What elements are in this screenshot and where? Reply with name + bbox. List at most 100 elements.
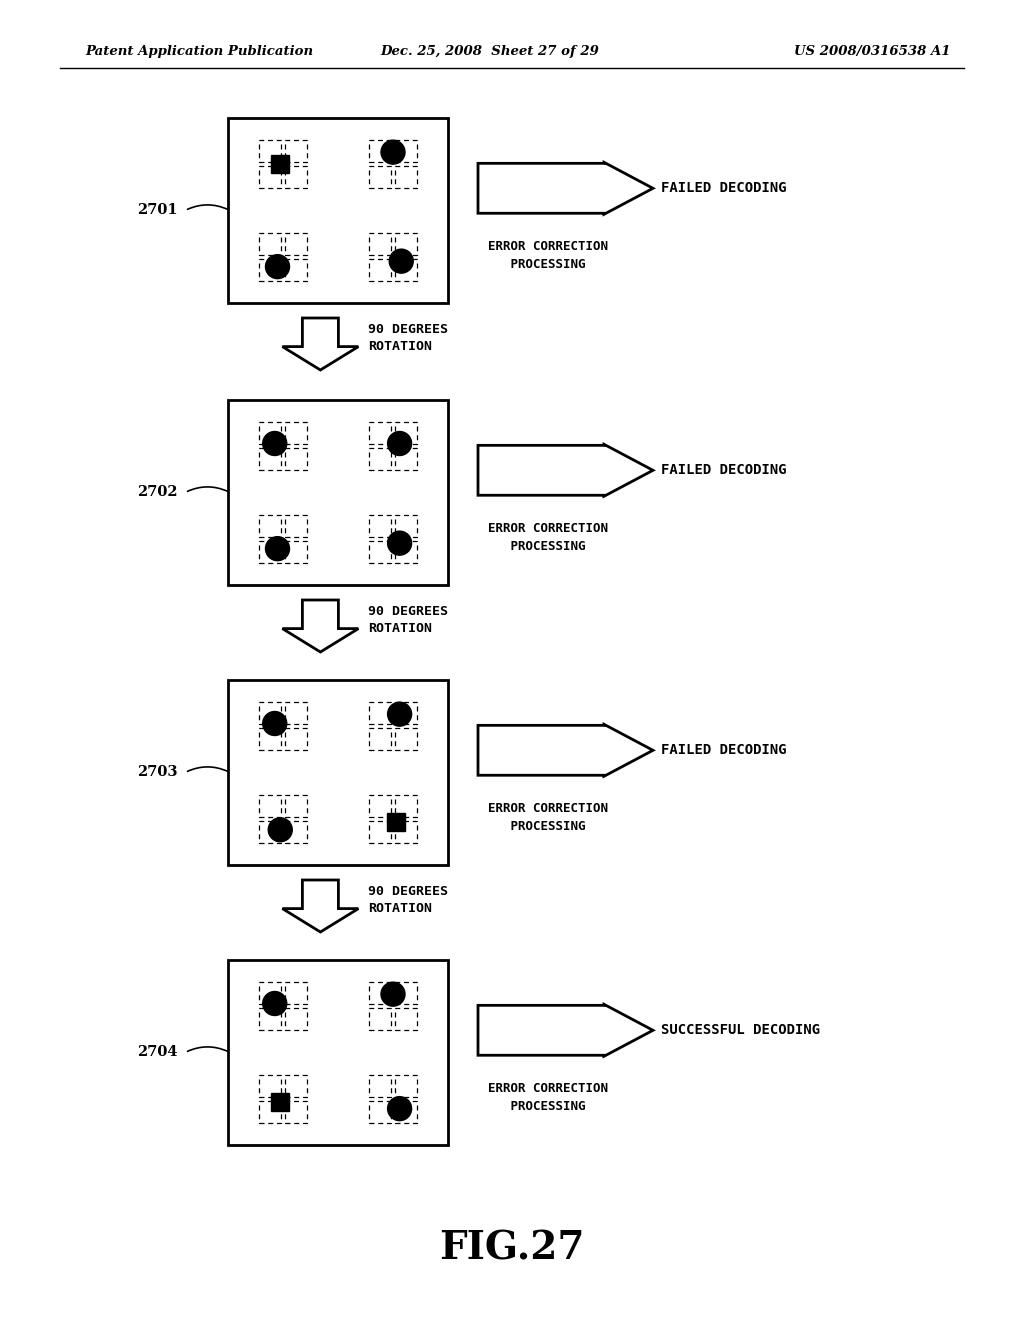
Polygon shape (283, 318, 358, 370)
Bar (395, 729, 417, 750)
Bar (228, 400, 449, 585)
Bar (285, 702, 307, 725)
Bar (395, 541, 417, 562)
Bar (395, 259, 417, 281)
Circle shape (265, 255, 290, 279)
Polygon shape (478, 725, 653, 776)
Bar (395, 515, 417, 537)
Bar (259, 1074, 281, 1097)
Bar (395, 232, 417, 255)
Bar (285, 422, 307, 445)
Bar (228, 680, 449, 865)
Bar (285, 140, 307, 162)
Text: 90 DEGREES
ROTATION: 90 DEGREES ROTATION (369, 323, 449, 352)
Bar (259, 541, 281, 562)
Bar (259, 821, 281, 842)
Bar (395, 166, 417, 189)
Bar (369, 1101, 391, 1123)
Bar (369, 232, 391, 255)
Bar (387, 813, 404, 830)
Bar (285, 821, 307, 842)
Bar (285, 1101, 307, 1123)
Text: FIG.27: FIG.27 (439, 1229, 585, 1267)
Bar (369, 259, 391, 281)
Bar (259, 140, 281, 162)
Bar (395, 140, 417, 162)
Text: FAILED DECODING: FAILED DECODING (662, 463, 786, 478)
Text: 2702: 2702 (137, 486, 178, 499)
Bar (285, 259, 307, 281)
Bar (228, 117, 449, 304)
Bar (285, 515, 307, 537)
Bar (395, 422, 417, 445)
Text: ERROR CORRECTION
   PROCESSING: ERROR CORRECTION PROCESSING (488, 523, 608, 553)
Bar (369, 422, 391, 445)
Text: 2701: 2701 (137, 203, 178, 218)
Bar (395, 702, 417, 725)
Text: 90 DEGREES
ROTATION: 90 DEGREES ROTATION (369, 605, 449, 635)
Text: Patent Application Publication: Patent Application Publication (85, 45, 313, 58)
Text: Dec. 25, 2008  Sheet 27 of 29: Dec. 25, 2008 Sheet 27 of 29 (381, 45, 599, 58)
Bar (259, 166, 281, 189)
Bar (285, 166, 307, 189)
Circle shape (388, 702, 412, 726)
Circle shape (388, 432, 412, 455)
Circle shape (265, 537, 290, 561)
Bar (259, 232, 281, 255)
Bar (369, 515, 391, 537)
Bar (285, 449, 307, 470)
Text: 2703: 2703 (137, 766, 178, 780)
Polygon shape (478, 445, 653, 496)
Bar (259, 1101, 281, 1123)
Bar (395, 1074, 417, 1097)
Bar (395, 1008, 417, 1030)
Circle shape (268, 818, 292, 842)
Circle shape (388, 1097, 412, 1121)
Text: 2704: 2704 (137, 1045, 178, 1060)
Polygon shape (283, 880, 358, 932)
Bar (369, 140, 391, 162)
Bar (395, 795, 417, 817)
Text: ERROR CORRECTION
   PROCESSING: ERROR CORRECTION PROCESSING (488, 240, 608, 272)
Polygon shape (283, 601, 358, 652)
Circle shape (263, 711, 287, 735)
Bar (369, 541, 391, 562)
Text: FAILED DECODING: FAILED DECODING (662, 743, 786, 758)
Bar (259, 515, 281, 537)
Bar (395, 449, 417, 470)
Bar (285, 232, 307, 255)
Bar (259, 982, 281, 1005)
Text: 90 DEGREES
ROTATION: 90 DEGREES ROTATION (369, 884, 449, 915)
Circle shape (381, 140, 406, 164)
Text: ERROR CORRECTION
   PROCESSING: ERROR CORRECTION PROCESSING (488, 803, 608, 833)
Circle shape (388, 531, 412, 556)
Bar (259, 422, 281, 445)
Bar (259, 449, 281, 470)
Bar (369, 449, 391, 470)
Bar (369, 1008, 391, 1030)
Bar (369, 702, 391, 725)
Bar (259, 1008, 281, 1030)
Bar (395, 821, 417, 842)
Bar (285, 795, 307, 817)
Circle shape (263, 432, 287, 455)
Bar (395, 1101, 417, 1123)
Bar (271, 1093, 289, 1110)
Bar (369, 795, 391, 817)
Bar (369, 821, 391, 842)
Bar (285, 541, 307, 562)
Bar (285, 982, 307, 1005)
Circle shape (263, 991, 287, 1015)
Bar (369, 729, 391, 750)
Bar (271, 156, 289, 173)
Bar (285, 1008, 307, 1030)
Bar (285, 729, 307, 750)
Bar (395, 982, 417, 1005)
Bar (369, 982, 391, 1005)
Text: US 2008/0316538 A1: US 2008/0316538 A1 (794, 45, 950, 58)
Bar (369, 166, 391, 189)
Bar (259, 259, 281, 281)
Text: FAILED DECODING: FAILED DECODING (662, 181, 786, 195)
Bar (285, 1074, 307, 1097)
Polygon shape (478, 1005, 653, 1056)
